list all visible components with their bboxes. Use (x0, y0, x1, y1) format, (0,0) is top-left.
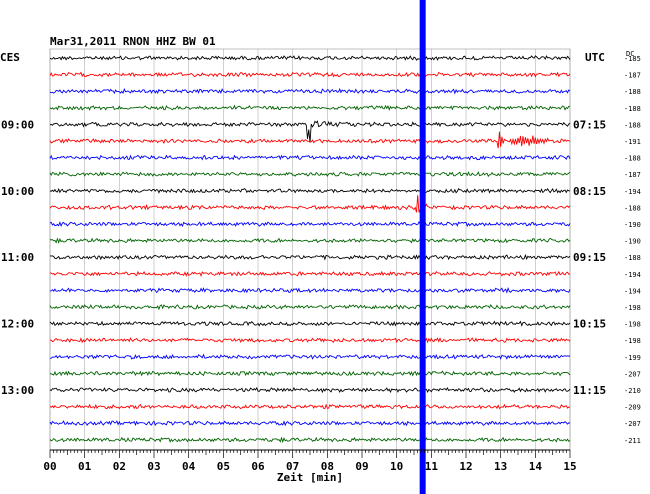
x-tick-label: 06 (251, 460, 265, 473)
dc-offset-value: -190 (624, 221, 641, 229)
seismic-trace (49, 120, 571, 143)
dc-offset-value: -187 (624, 171, 641, 179)
seismic-trace (49, 403, 571, 410)
dc-offset-value: -188 (624, 121, 641, 129)
dc-offset-value: -207 (624, 370, 641, 378)
x-tick-label: 02 (113, 460, 126, 473)
left-time-label: 13:00 (1, 384, 34, 397)
right-time-label: 10:15 (573, 318, 606, 331)
x-tick-label: 08 (321, 460, 334, 473)
right-time-label: 08:15 (573, 185, 606, 198)
left-time-label: 11:00 (1, 251, 34, 264)
dc-offset-value: -210 (624, 387, 641, 395)
dc-offset-value: -209 (624, 404, 641, 412)
seismic-trace (49, 337, 571, 344)
trace-group (49, 0, 571, 494)
dc-offset-value: -194 (624, 188, 641, 196)
seismic-trace (49, 270, 571, 278)
dc-offset-value: -194 (624, 287, 641, 295)
x-tick-label: 11 (425, 460, 439, 473)
seismic-trace (49, 320, 571, 327)
x-axis-label: Zeit [min] (277, 471, 343, 484)
x-tick-label: 14 (529, 460, 543, 473)
dc-offset-value: -188 (624, 155, 641, 163)
x-tick-label: 13 (494, 460, 507, 473)
dc-offset-header: DC (626, 50, 634, 58)
station-header: Mar31,2011 RNON HHZ BW 01 (50, 35, 216, 48)
dc-offset-value: -188 (624, 204, 641, 212)
left-time-label: 09:00 (1, 118, 34, 131)
seismic-trace (49, 420, 571, 427)
dc-offset-value: -211 (624, 437, 641, 445)
x-tick-label: 01 (78, 460, 92, 473)
x-tick-label: 07 (286, 460, 299, 473)
dc-offset-value: -198 (624, 337, 641, 345)
time-marker-bar (419, 0, 426, 494)
seismic-trace (49, 195, 571, 213)
right-timezone-label: UTC (585, 51, 605, 64)
right-time-label: 09:15 (573, 251, 606, 264)
seismic-trace (49, 436, 571, 444)
seismic-trace (49, 253, 571, 261)
dc-offset-value: -190 (624, 238, 641, 246)
seismic-trace (49, 154, 571, 161)
dc-offset-value: -188 (624, 254, 641, 262)
seismic-trace (49, 131, 571, 149)
dc-offset-value: -198 (624, 321, 641, 329)
left-time-label: 12:00 (1, 318, 34, 331)
x-tick-label: 15 (563, 460, 576, 473)
right-time-label: 07:15 (573, 118, 606, 131)
dc-offset-value: -207 (624, 420, 641, 428)
dc-offset-value: -199 (624, 354, 641, 362)
dc-offset-value: -191 (624, 138, 641, 146)
dc-offset-value: -194 (624, 271, 641, 279)
dc-offset-value: -187 (624, 72, 641, 80)
seismic-trace (49, 304, 571, 311)
seismic-trace (49, 104, 571, 111)
seismic-trace (49, 187, 571, 194)
left-time-label: 10:00 (1, 185, 34, 198)
x-axis: 00 01 02 03 04 05 06 07 08 09 10 11 12 13 14 15 (43, 449, 577, 473)
right-time-label: 11:15 (573, 384, 606, 397)
seismic-trace (49, 171, 571, 178)
time-label-group: 09:00 10:00 11:00 12:00 13:00 07:15 08:15 09:15… (1, 55, 641, 445)
seismic-trace (49, 370, 571, 377)
x-tick-label: 12 (459, 460, 472, 473)
seismic-trace (49, 87, 571, 95)
x-tick-label: 09 (355, 460, 368, 473)
seismic-trace (49, 71, 571, 78)
x-tick-label: 05 (217, 460, 230, 473)
seismic-trace (49, 55, 571, 61)
dc-offset-value: -188 (624, 105, 641, 113)
seismic-trace (49, 386, 571, 394)
left-timezone-label: CES (0, 51, 20, 64)
seismic-trace (49, 221, 571, 228)
seismic-trace (49, 353, 571, 360)
x-tick-label: 04 (182, 460, 196, 473)
x-tick-label: 10 (390, 460, 403, 473)
x-tick-label: 03 (147, 460, 160, 473)
dc-offset-value: -185 (624, 55, 641, 63)
x-tick-label: 00 (43, 460, 56, 473)
seismic-trace (49, 287, 571, 294)
dc-offset-value: -188 (624, 88, 641, 96)
seismic-trace (49, 237, 571, 244)
dc-offset-value: -198 (624, 304, 641, 312)
